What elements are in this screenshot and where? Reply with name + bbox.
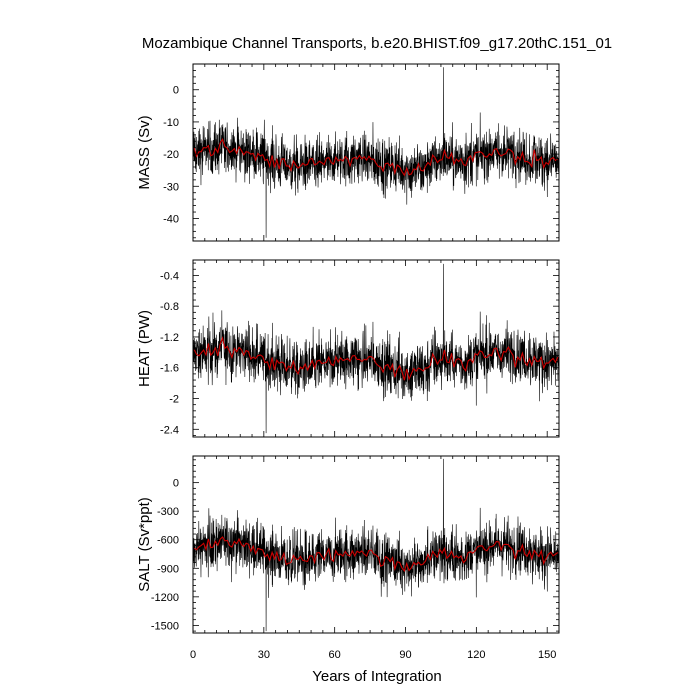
x-tick-label: 90 xyxy=(399,649,411,661)
panel-frame xyxy=(192,259,560,438)
x-axis-label: Years of Integration xyxy=(312,668,442,685)
y-tick-label: -2.4 xyxy=(160,424,179,436)
monthly-series-line xyxy=(192,458,560,632)
y-tick-label: -20 xyxy=(163,149,179,161)
y-tick-label: -1.6 xyxy=(160,363,179,375)
annual-mean-series-line xyxy=(193,137,559,177)
y-tick-label: 0 xyxy=(173,85,179,97)
y-tick-label: -0.8 xyxy=(160,301,179,313)
y-tick-label: -2 xyxy=(169,394,179,406)
y-tick-label: -40 xyxy=(163,213,179,225)
x-tick-label: 150 xyxy=(538,649,556,661)
y-tick-label: -1.2 xyxy=(160,332,179,344)
x-tick-label: 120 xyxy=(467,649,485,661)
y-tick-label: -30 xyxy=(163,181,179,193)
y-axis-label: SALT (Sv*ppt) xyxy=(136,497,153,591)
x-tick-label: 0 xyxy=(190,649,196,661)
chart-title: Mozambique Channel Transports, b.e20.BHI… xyxy=(142,35,612,52)
y-tick-label: -10 xyxy=(163,117,179,129)
monthly-series-line xyxy=(192,263,560,434)
panel-1: 0 -10 -20 -30 -40 MASS (Sv) xyxy=(136,63,560,242)
y-tick-label: 0 xyxy=(173,478,179,490)
y-tick-label: -900 xyxy=(157,563,179,575)
x-tick-label: 30 xyxy=(258,649,270,661)
y-axis-label: HEAT (PW) xyxy=(136,310,153,387)
y-tick-label: -300 xyxy=(157,506,179,518)
panel-3: 0 -300 -600 -900 -1200 -1500 SALT (Sv*ppt) xyxy=(136,455,560,634)
y-tick-label: -600 xyxy=(157,535,179,547)
panel-frame xyxy=(192,63,560,242)
x-tick-label: 60 xyxy=(329,649,341,661)
y-tick-label: -1200 xyxy=(151,592,179,604)
panel-frame xyxy=(192,455,560,634)
annual-mean-series-line xyxy=(193,335,559,381)
annual-mean-series-line xyxy=(193,536,559,573)
y-tick-label: -1500 xyxy=(151,620,179,632)
y-axis-label: MASS (Sv) xyxy=(136,115,153,189)
panel-2: -0.4 -0.8 -1.2 -1.6 -2 -2.4 HEAT (PW) xyxy=(136,259,560,438)
y-tick-label: -0.4 xyxy=(160,270,179,282)
monthly-series-line xyxy=(192,67,560,238)
